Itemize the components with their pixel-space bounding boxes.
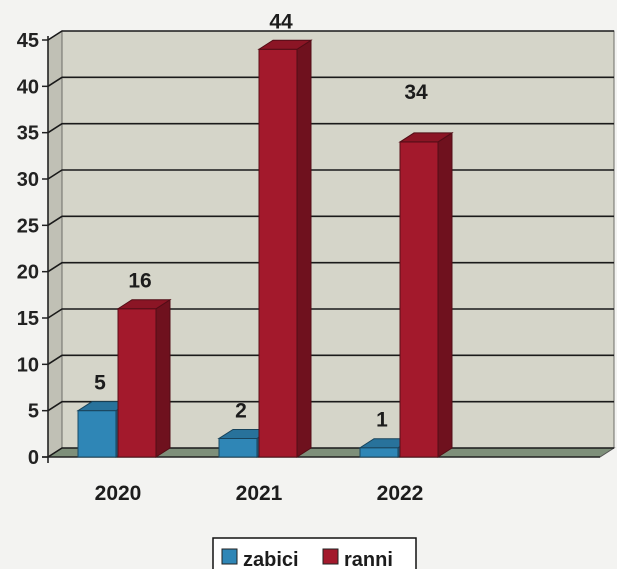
bar-front <box>77 410 117 458</box>
bar-ranni-2020 <box>116 298 172 458</box>
data-label-zabici-2020: 5 <box>94 372 106 395</box>
y-tick-label: 25 <box>17 215 39 237</box>
legend-swatch-ranni <box>322 548 339 565</box>
data-label-ranni-2022: 34 <box>404 81 428 104</box>
bar-side <box>155 298 171 458</box>
bar-side <box>296 39 312 458</box>
y-tick-label: 40 <box>17 76 39 98</box>
bar-top <box>116 299 172 310</box>
y-tick-label: 5 <box>28 401 39 423</box>
y-tick-label: 30 <box>17 169 39 191</box>
y-tick-label: 20 <box>17 262 39 284</box>
bar-top <box>398 132 454 143</box>
legend-label-ranni: ranni <box>344 549 393 569</box>
x-tick-label-2022: 2022 <box>377 482 424 505</box>
x-tick-label-2021: 2021 <box>236 482 283 505</box>
bar-front <box>117 308 157 458</box>
bar-ranni-2021 <box>257 39 313 458</box>
legend-swatch-zabici <box>221 548 238 565</box>
y-tick-label: 45 <box>17 30 39 52</box>
gridline <box>47 76 614 88</box>
y-tick-label: 15 <box>17 308 39 330</box>
gridline <box>47 30 614 41</box>
bar-front <box>218 437 258 458</box>
bar-front <box>399 141 439 458</box>
bar-front <box>359 447 399 458</box>
bar-side <box>437 132 453 458</box>
x-tick-label-2020: 2020 <box>95 482 142 505</box>
y-tick-label: 35 <box>17 123 39 145</box>
y-tick-label: 10 <box>17 354 39 376</box>
legend: zabici ranni <box>212 537 417 569</box>
legend-box <box>212 537 417 569</box>
gridline <box>47 122 614 134</box>
legend-label-zabici: zabici <box>243 549 299 569</box>
bar-front <box>258 48 298 458</box>
data-label-zabici-2022: 1 <box>376 409 388 432</box>
y-tick-label: 0 <box>28 447 39 469</box>
data-label-zabici-2021: 2 <box>235 399 247 422</box>
bar-ranni-2022 <box>398 132 454 458</box>
bar-top <box>257 39 313 50</box>
data-label-ranni-2020: 16 <box>128 270 151 293</box>
data-label-ranni-2021: 44 <box>269 10 293 33</box>
plot-side-wall <box>47 30 63 458</box>
